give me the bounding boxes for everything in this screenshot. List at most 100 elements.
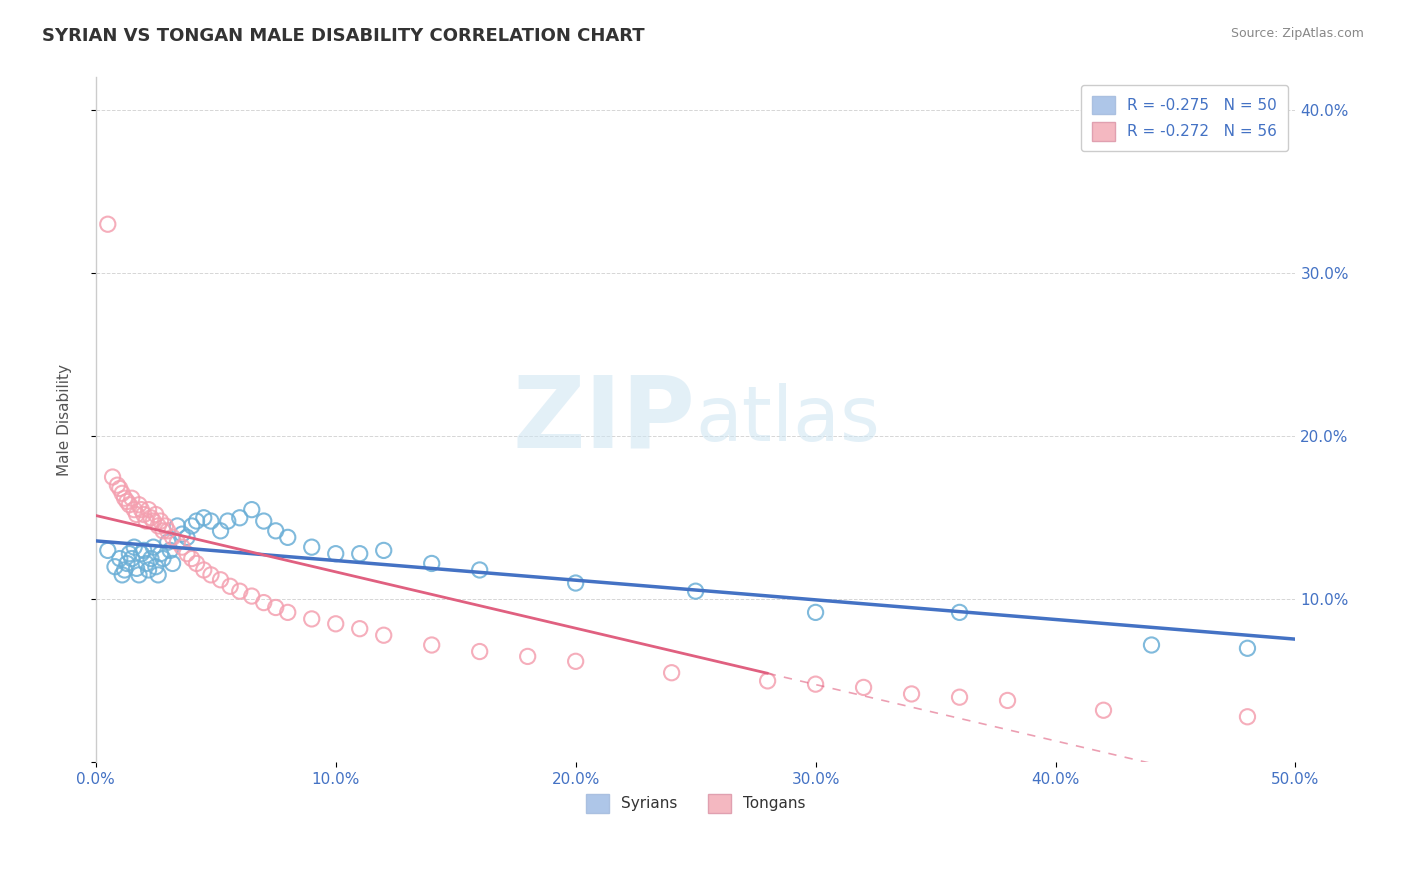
Point [264,524,287,538]
Point [155,519,177,533]
Point [325,547,347,561]
Point [149,514,172,528]
Point [685,584,707,599]
Point [121,551,143,566]
Point [264,600,287,615]
Text: Source: ZipAtlas.com: Source: ZipAtlas.com [1230,27,1364,40]
Point [900,687,922,701]
Point [804,677,827,691]
Point [166,519,188,533]
Point [661,665,683,680]
Point [186,514,208,528]
Point [193,510,215,524]
Point [209,573,232,587]
Point [121,491,143,506]
Point [948,690,970,705]
Point [1140,638,1163,652]
Point [138,563,160,577]
Point [166,535,188,549]
Point [564,576,586,591]
Point [240,589,263,603]
Point [118,498,141,512]
Point [373,628,395,642]
Point [180,519,202,533]
Point [139,510,162,524]
Point [1236,641,1258,656]
Point [125,561,148,575]
Point [172,540,194,554]
Point [135,514,157,528]
Point [180,551,202,566]
Point [997,693,1019,707]
Point [115,494,138,508]
Point [131,547,153,561]
Point [139,551,162,566]
Point [200,514,222,528]
Point [152,524,174,538]
Point [253,514,276,528]
Point [349,622,371,636]
Point [240,502,263,516]
Point [217,514,239,528]
Point [325,616,347,631]
Point [122,502,145,516]
Point [142,540,165,554]
Point [277,606,299,620]
Point [564,654,586,668]
Point [229,584,252,599]
Point [301,540,323,554]
Point [111,486,134,500]
Point [186,557,208,571]
Point [111,567,134,582]
Point [277,530,299,544]
Point [1092,703,1115,717]
Point [97,217,120,231]
Point [97,543,120,558]
Point [146,519,169,533]
Point [135,557,157,571]
Point [156,524,179,538]
Point [193,563,215,577]
Point [128,567,150,582]
Text: ZIP: ZIP [513,371,696,468]
Point [138,502,160,516]
Point [756,673,779,688]
Point [145,508,167,522]
Point [142,514,165,528]
Point [122,540,145,554]
Point [468,563,491,577]
Point [804,606,827,620]
Point [468,644,491,658]
Legend: Syrians, Tongans: Syrians, Tongans [575,783,815,823]
Text: atlas: atlas [696,383,880,457]
Point [373,543,395,558]
Point [420,638,443,652]
Point [131,502,153,516]
Point [948,606,970,620]
Point [349,547,371,561]
Point [209,524,232,538]
Point [118,547,141,561]
Point [162,557,184,571]
Point [145,559,167,574]
Point [108,482,131,496]
Point [156,535,179,549]
Point [108,551,131,566]
Point [176,530,198,544]
Point [101,470,124,484]
Point [105,478,128,492]
Point [229,510,252,524]
Point [125,508,148,522]
Point [1236,710,1258,724]
Point [200,567,222,582]
Point [172,527,194,541]
Point [115,557,138,571]
Point [176,547,198,561]
Y-axis label: Male Disability: Male Disability [58,364,72,476]
Point [146,567,169,582]
Point [852,681,875,695]
Point [104,559,127,574]
Point [114,491,136,506]
Point [162,530,184,544]
Point [420,557,443,571]
